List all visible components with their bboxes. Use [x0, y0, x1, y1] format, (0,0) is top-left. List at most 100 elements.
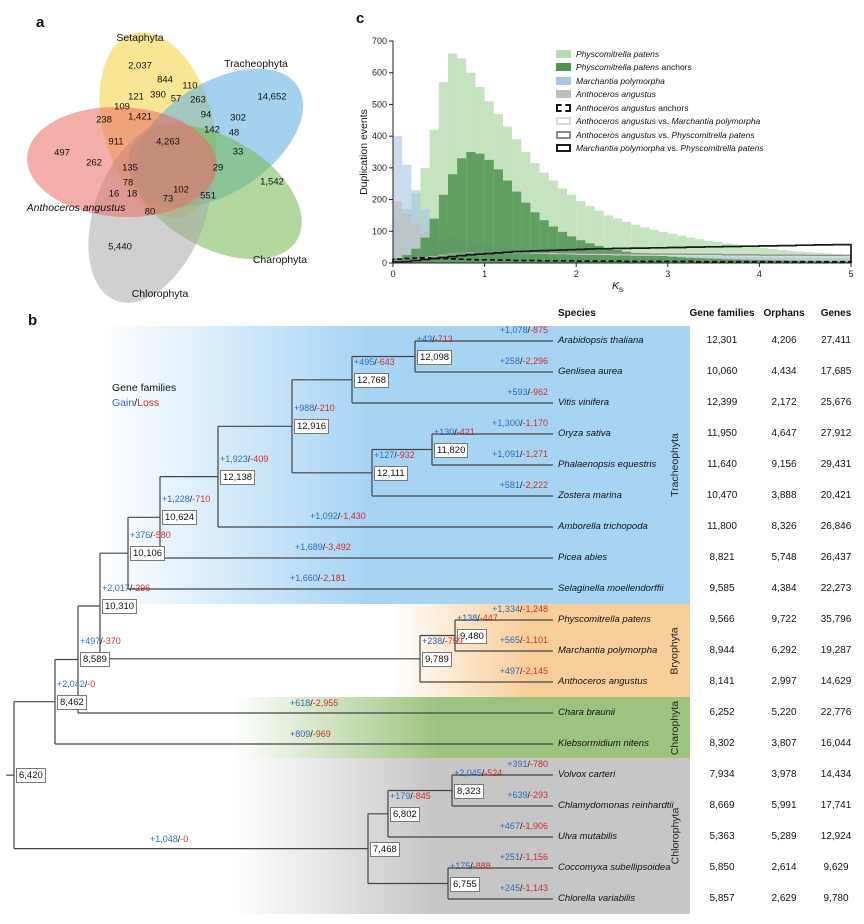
venn-count: 263 [190, 94, 206, 106]
gain-loss-label: +258/-2,296 [499, 356, 548, 366]
gain-value: +593 [507, 387, 528, 397]
species-name: Coccomyxa subellipsoidea [558, 862, 671, 873]
cell-orphans: 5,991 [771, 800, 797, 811]
ks-histogram: 0 100 200 300 400 500 600 700 0 1 2 3 4 5 [372, 36, 854, 279]
x-tick-label: 2 [574, 269, 579, 279]
venn-label-charophyta: Charophyta [252, 254, 308, 266]
gain-value: +467 [499, 821, 520, 831]
loss-value: -780 [529, 759, 548, 769]
tree-node-count: 7,468 [370, 841, 400, 857]
legend-swatch [556, 76, 571, 85]
loss-value: -0 [180, 834, 189, 844]
clade-label-text: Bryophyta [669, 626, 681, 675]
tree-node-count: 11,820 [434, 442, 469, 458]
loss-value: -713 [434, 333, 453, 344]
legend-text-segment: vs. [655, 129, 672, 140]
cell-gene-families: 8,944 [709, 645, 735, 656]
legend-item: Anthoceros angustus anchors [556, 101, 764, 115]
cell-orphans: 4,384 [771, 583, 797, 594]
legend-item: Anthoceros angustus vs. Marchantia polym… [556, 115, 764, 129]
gain-value: +1,078 [499, 325, 528, 335]
gain-value: +1,228 [162, 494, 190, 505]
gain-loss-label: +1,092/-1,430 [310, 511, 366, 521]
cell-orphans: 4,647 [771, 428, 797, 439]
loss-value: -2,222 [522, 480, 548, 490]
y-tick-label: 200 [372, 195, 387, 205]
clade-label-tracheophyta: Tracheophyta [664, 326, 686, 604]
venn-label-chlorophyta: Chlorophyta [131, 288, 189, 300]
gain-value: +1,048 [150, 834, 178, 844]
species-name: Phalaenopsis equestris [558, 459, 657, 470]
tree-legend-gene-families: Gene families [112, 382, 177, 394]
venn-count: 911 [108, 136, 124, 148]
venn-count: 14,652 [257, 91, 287, 103]
gain-value: +179 [390, 790, 411, 801]
loss-value: -210 [316, 403, 335, 414]
gain-loss-label: +1,300/-1,170 [492, 418, 548, 428]
legend-swatch [556, 144, 571, 153]
legend-item: Anthoceros angustus [556, 88, 764, 102]
venn-count: 33 [232, 146, 244, 158]
cell-gene-families: 8,141 [709, 676, 735, 687]
loss-value: -932 [396, 449, 415, 460]
tree-legend-loss: Loss [137, 397, 160, 409]
y-tick-label: 100 [372, 226, 387, 236]
legend-swatch [556, 49, 571, 58]
gain-loss-label: +1,091/-1,271 [492, 449, 548, 459]
clade-label-text: Tracheophyta [669, 433, 682, 497]
cell-gene-families: 6,252 [709, 707, 735, 718]
cell-gene-families: 5,857 [709, 893, 735, 904]
legend-text-segment: Anthoceros angustus [576, 89, 656, 100]
species-name: Amborella trichopoda [558, 521, 648, 532]
gain-loss-label: +376/-580 [130, 530, 171, 541]
y-tick-label: 500 [372, 99, 387, 109]
gain-value: +565 [499, 635, 520, 645]
gain-value: +175 [450, 860, 471, 871]
y-tick-label: 0 [382, 258, 387, 268]
legend-text-segment: Marchantia polymorpha [576, 75, 665, 86]
hist-outline-7 [392, 243, 852, 263]
gain-value: +639 [507, 790, 528, 800]
legend-text-segment: Physcomitrella patens [576, 62, 660, 73]
loss-value: -1,101 [522, 635, 548, 645]
legend-item: Physcomitrella patens anchors [556, 61, 764, 75]
gain-value: +2,042 [57, 678, 85, 689]
cell-genes: 29,431 [820, 459, 852, 470]
legend-text-segment: Marchantia polymorpha [671, 116, 761, 127]
y-tick-label: 600 [372, 68, 387, 78]
cell-genes: 26,437 [820, 552, 852, 563]
venn-count: 57 [170, 93, 182, 105]
tree-node-count: 12,916 [294, 419, 330, 435]
venn-count: 497 [54, 147, 70, 159]
x-axis-title: Ks [612, 280, 623, 294]
legend-swatch [556, 90, 571, 99]
cell-orphans: 8,326 [771, 521, 797, 532]
gain-loss-label: +391/-780 [507, 759, 548, 769]
legend-item: Marchantia polymorpha [556, 74, 764, 88]
cell-orphans: 5,748 [771, 552, 797, 563]
cell-orphans: 9,722 [771, 614, 797, 625]
loss-value: -845 [412, 790, 431, 801]
cell-gene-families: 11,950 [707, 428, 737, 439]
cell-genes: 25,676 [820, 397, 852, 408]
loss-value: -580 [152, 530, 171, 541]
gain-loss-label: +2,045/-524 [454, 767, 503, 778]
venn-count: 142 [204, 124, 220, 136]
gain-loss-label: +245/-1,143 [499, 883, 548, 893]
cell-genes: 20,421 [820, 490, 852, 501]
tree-node-count: 6,802 [390, 806, 420, 822]
cell-orphans: 2,172 [771, 397, 797, 408]
gain-value: +809 [290, 729, 311, 739]
gain-loss-label: +1,689/-3,492 [295, 542, 351, 552]
gain-value: +2,017 [102, 582, 130, 593]
legend-swatch [556, 117, 571, 126]
tree-node-count: 12,111 [374, 465, 408, 481]
loss-value: -1,430 [340, 511, 366, 521]
legend-text-segment: vs. [664, 143, 681, 154]
venn-count: 4,263 [156, 136, 180, 148]
cell-orphans: 2,629 [771, 893, 797, 904]
species-name: Anthoceros angustus [558, 676, 648, 687]
clade-label-bryophyta: Bryophyta [664, 604, 686, 697]
legend-text-segment: Physcomitrella patens [680, 143, 764, 154]
